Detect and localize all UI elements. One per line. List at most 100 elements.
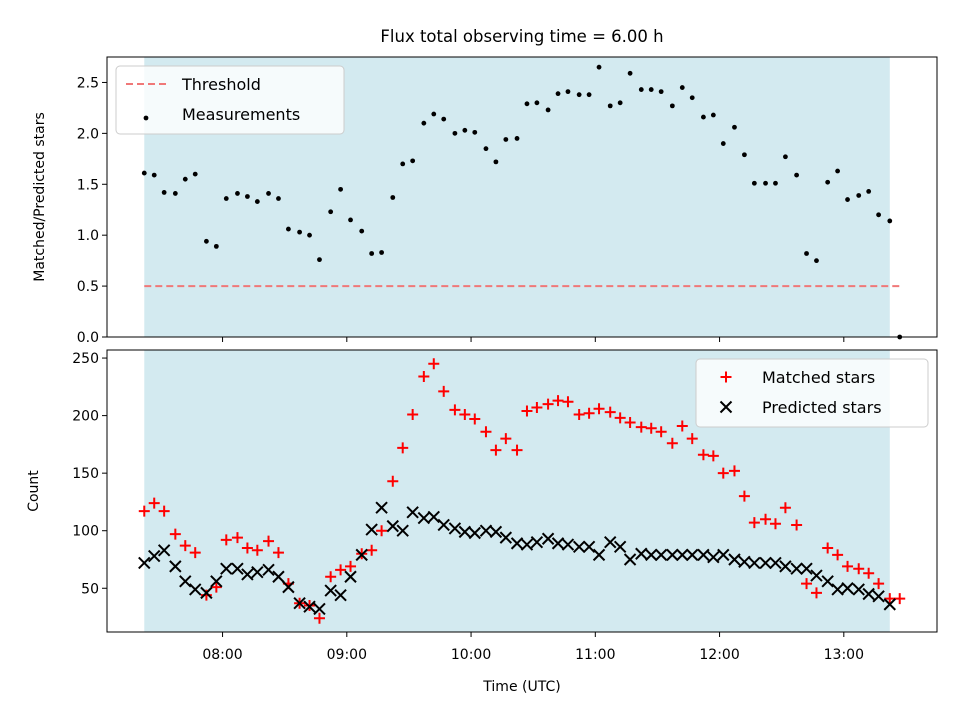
data-point — [220, 562, 233, 575]
legend-label: Threshold — [181, 75, 261, 94]
data-point — [386, 519, 399, 533]
data-point — [883, 598, 896, 611]
y-tick-label: 50 — [81, 581, 99, 597]
data-point — [707, 450, 719, 462]
data-point — [480, 426, 492, 438]
data-point — [345, 560, 357, 572]
data-point — [179, 575, 192, 588]
data-point — [863, 567, 875, 579]
data-point — [717, 548, 730, 562]
data-point — [648, 87, 654, 92]
data-point — [510, 537, 524, 550]
data-point — [617, 100, 623, 106]
data-point — [418, 370, 430, 382]
data-point — [387, 475, 399, 487]
data-point — [814, 258, 819, 264]
data-point — [410, 158, 416, 164]
data-point — [561, 538, 575, 551]
y-tick-label: 1.0 — [77, 228, 99, 244]
data-point — [894, 593, 906, 605]
data-point — [876, 212, 882, 218]
data-point — [679, 85, 685, 90]
data-point — [276, 196, 281, 201]
data-point — [182, 176, 188, 182]
legend-swatch — [719, 400, 733, 414]
data-point — [555, 91, 561, 97]
x-tick-label: 08:00 — [202, 647, 242, 663]
data-point — [355, 548, 368, 562]
data-point — [223, 196, 229, 201]
data-point — [458, 525, 472, 539]
data-point — [582, 540, 596, 554]
data-point — [493, 159, 499, 165]
data-point — [614, 412, 626, 424]
data-point — [210, 581, 222, 593]
data-point — [138, 556, 151, 570]
data-point — [748, 517, 760, 529]
data-point — [254, 199, 260, 204]
data-point — [335, 564, 347, 576]
data-point — [390, 195, 396, 200]
data-point — [189, 583, 202, 596]
data-point — [379, 250, 384, 255]
data-point — [697, 449, 709, 461]
data-point — [720, 141, 726, 146]
data-point — [448, 522, 462, 535]
data-point — [845, 197, 850, 202]
data-point — [573, 408, 585, 420]
data-point — [338, 186, 343, 192]
data-point — [483, 146, 489, 152]
data-point — [348, 217, 353, 223]
data-point — [307, 232, 312, 238]
data-point — [231, 532, 243, 544]
data-point — [511, 444, 523, 456]
count-panel: 50 100 150 200 250 08:00 09:00 10:00 11:00 12:00… — [26, 349, 938, 663]
data-point — [479, 524, 493, 537]
data-point — [769, 556, 782, 570]
data-point — [655, 426, 667, 438]
data-point — [365, 523, 378, 536]
legend-box — [115, 65, 345, 135]
ratio-x-axis-ticks — [222, 337, 845, 342]
predicted-stars-series — [138, 501, 896, 616]
data-point — [263, 535, 275, 547]
data-point — [286, 226, 291, 232]
data-point — [172, 191, 178, 196]
data-point — [313, 612, 325, 624]
data-point — [627, 70, 633, 76]
data-point — [179, 540, 191, 552]
y-tick-label: 0.0 — [77, 330, 99, 346]
ratio-plot-frame — [106, 56, 938, 338]
data-point — [313, 602, 326, 616]
data-point — [438, 385, 450, 397]
data-point — [359, 228, 365, 234]
data-point — [887, 218, 893, 224]
data-point — [428, 358, 440, 370]
chart-title: Flux total observing time = 6.00 h — [380, 27, 663, 46]
data-point — [220, 534, 232, 546]
data-point — [406, 506, 419, 519]
data-point — [728, 553, 741, 566]
data-point — [853, 563, 865, 575]
data-point — [169, 528, 181, 540]
data-point — [441, 116, 447, 122]
data-point — [235, 191, 240, 196]
data-point — [241, 568, 254, 581]
data-point — [324, 584, 337, 597]
data-point — [790, 562, 803, 575]
data-point — [689, 95, 695, 101]
data-point — [717, 467, 729, 479]
data-point — [151, 172, 157, 178]
data-point — [437, 518, 450, 532]
data-point — [452, 130, 458, 136]
data-point — [375, 501, 388, 514]
data-point — [376, 525, 388, 537]
y-tick-label: 1.5 — [77, 177, 99, 193]
data-point — [245, 194, 250, 199]
data-point — [500, 433, 512, 445]
ratio-panel: 0.0 0.5 1.0 1.5 2.0 2.5 Matched/Predicted sta… — [32, 56, 938, 346]
data-point — [282, 580, 295, 594]
data-point — [763, 180, 768, 186]
data-point — [303, 600, 316, 613]
ratio-y-axis-ticks: 0.0 0.5 1.0 1.5 2.0 2.5 — [77, 75, 107, 346]
